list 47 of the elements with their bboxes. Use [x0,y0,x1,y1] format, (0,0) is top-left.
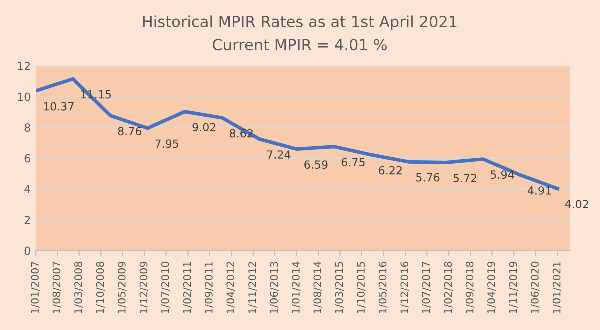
x-tick-label: 1/06/2013 [270,262,279,314]
y-tick-label: 12 [18,62,30,70]
y-tick-label: 4 [24,185,31,194]
data-label: 6.75 [342,158,365,167]
data-label: 7.24 [267,150,291,159]
data-label: 5.76 [416,173,440,182]
x-tick-label: 1/10/2015 [357,262,366,314]
data-label: 5.94 [490,170,514,180]
y-tick-label: 0 [24,246,30,256]
data-label: 5.72 [454,174,477,182]
data-label: 6.22 [379,166,402,175]
x-tick-label: 1/03/2008 [74,262,84,314]
x-tick-label: 1/09/2011 [204,262,214,314]
x-tick-label: 1/03/2015 [335,262,344,314]
x-tick-label: 1/12/2009 [140,262,148,314]
x-tick-label: 1/07/2010 [161,262,170,314]
x-tick-label: 1/08/2007 [52,262,62,314]
x-tick-label: 1/05/2016 [378,262,388,314]
x-tick-label: 1/04/2019 [488,262,496,314]
chart-title: Historical MPIR Rates as at 1st April 2021 [143,16,457,30]
chart-subtitle: Current MPIR = 4.01 % [213,39,387,51]
x-tick-label: 1/04/2012 [226,262,236,314]
data-label: 7.95 [156,140,179,148]
x-tick-label: 1/01/2014 [292,262,301,314]
y-tick-label: 2 [24,216,30,224]
y-tick-label: 8 [24,124,30,132]
x-tick-label: 1/02/2018 [444,262,453,314]
x-tick-label: 1/07/2017 [422,262,432,314]
x-tick-label: 1/01/2021 [552,262,562,314]
x-tick-label: 1/08/2014 [314,262,322,314]
data-label: 6.59 [304,160,328,170]
data-label: 9.02 [192,123,216,132]
x-tick-label: 1/05/2009 [118,262,127,314]
y-tick-label: 10 [18,92,30,102]
x-tick-label: 1/12/2016 [400,262,410,314]
data-label: 4.91 [528,186,552,195]
data-label: 8.76 [118,127,142,136]
x-tick-label: 1/11/2012 [248,262,258,314]
y-tick-label: 6 [24,154,30,163]
x-tick-label: 1/09/2018 [466,262,475,314]
data-label: 10.37 [44,102,74,111]
x-tick-label: 1/11/2019 [509,262,518,314]
x-tick-label: 1/10/2008 [96,262,106,314]
data-label: 4.02 [565,200,588,209]
x-tick-label: 1/02/2011 [183,262,192,314]
x-tick-label: 1/06/2020 [531,262,540,314]
x-tick-label: 1/01/2007 [31,262,40,314]
